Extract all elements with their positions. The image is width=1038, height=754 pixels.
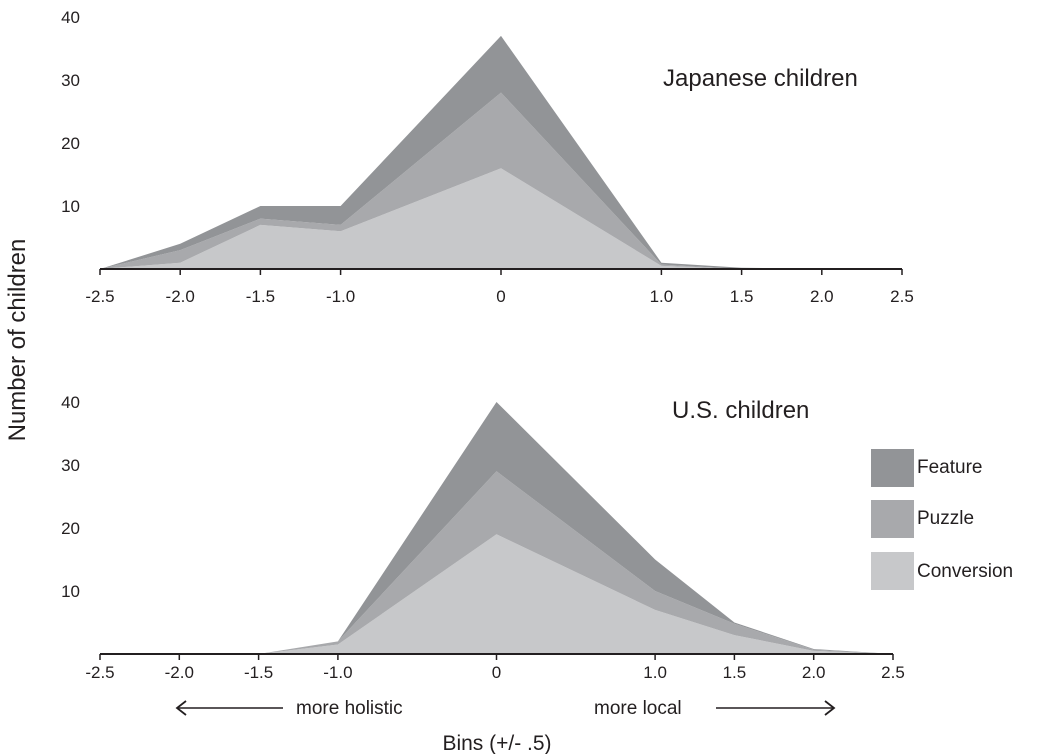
y-tick-label: 20 (61, 134, 80, 153)
area-group (100, 402, 893, 654)
legend: Feature Puzzle Conversion (871, 449, 1013, 590)
legend-swatch-feature (871, 449, 914, 487)
x-axis-title: Bins (+/- .5) (442, 732, 551, 754)
tick-labels: -2.5 -2.0 -1.5 -1.0 0 1.0 1.5 2.0 2.5 10 20 30 40 (61, 393, 905, 682)
y-tick-label: 10 (61, 582, 80, 601)
x-tick-label: 0 (492, 663, 501, 682)
y-tick-label: 40 (61, 393, 80, 412)
x-tick-label: 1.5 (730, 287, 754, 306)
x-tick-label: 1.0 (643, 663, 667, 682)
arrow-right-label: more local (594, 698, 682, 719)
y-tick-label: 30 (61, 456, 80, 475)
arrow-left-label: more holistic (296, 698, 403, 719)
panel-title: U.S. children (672, 397, 809, 424)
chart-panel-us: -2.5 -2.0 -1.5 -1.0 0 1.0 1.5 2.0 2.5 10 20 30 40 U.… (61, 393, 905, 682)
x-tick-label: 1.0 (650, 287, 674, 306)
legend-swatch-puzzle (871, 500, 914, 538)
area-puzzle (100, 471, 893, 654)
x-tick-label: -2.5 (85, 287, 114, 306)
direction-arrows: more holistic more local (175, 698, 836, 719)
area-conversion (100, 168, 902, 269)
legend-label-feature: Feature (917, 457, 982, 478)
area-puzzle (100, 92, 902, 269)
panel-title: Japanese children (663, 65, 858, 92)
arrow-left-icon (175, 700, 187, 716)
y-tick-label: 40 (61, 8, 80, 27)
legend-label-puzzle: Puzzle (917, 508, 974, 529)
x-tick-label: 2.5 (890, 287, 914, 306)
legend-label-conversion: Conversion (917, 561, 1013, 582)
area-conversion (100, 534, 893, 654)
y-tick-label: 30 (61, 71, 80, 90)
arrow-right-icon (824, 700, 836, 716)
x-tick-label: -1.5 (244, 663, 273, 682)
x-tick-label: 1.5 (723, 663, 747, 682)
legend-swatch-conversion (871, 552, 914, 590)
x-tick-label: -1.0 (326, 287, 355, 306)
area-feature (100, 402, 893, 654)
area-feature (100, 35, 902, 270)
x-axis (99, 268, 903, 275)
x-axis (99, 653, 894, 660)
y-axis-title: Number of children (4, 239, 31, 442)
area-group (100, 35, 902, 270)
x-tick-label: -1.0 (323, 663, 352, 682)
x-tick-label: -2.0 (166, 287, 195, 306)
y-tick-label: 20 (61, 519, 80, 538)
x-tick-label: -1.5 (246, 287, 275, 306)
chart-panel-japanese: -2.5 -2.0 -1.5 -1.0 0 1.0 1.5 2.0 2.5 10 20 30 40 Ja… (61, 8, 914, 306)
x-tick-label: -2.0 (165, 663, 194, 682)
x-tick-label: 2.5 (881, 663, 905, 682)
y-tick-label: 10 (61, 197, 80, 216)
x-tick-label: 2.0 (802, 663, 826, 682)
x-tick-label: 0 (496, 287, 505, 306)
tick-labels: -2.5 -2.0 -1.5 -1.0 0 1.0 1.5 2.0 2.5 10 20 30 40 (61, 8, 914, 306)
x-tick-label: 2.0 (810, 287, 834, 306)
x-tick-label: -2.5 (85, 663, 114, 682)
